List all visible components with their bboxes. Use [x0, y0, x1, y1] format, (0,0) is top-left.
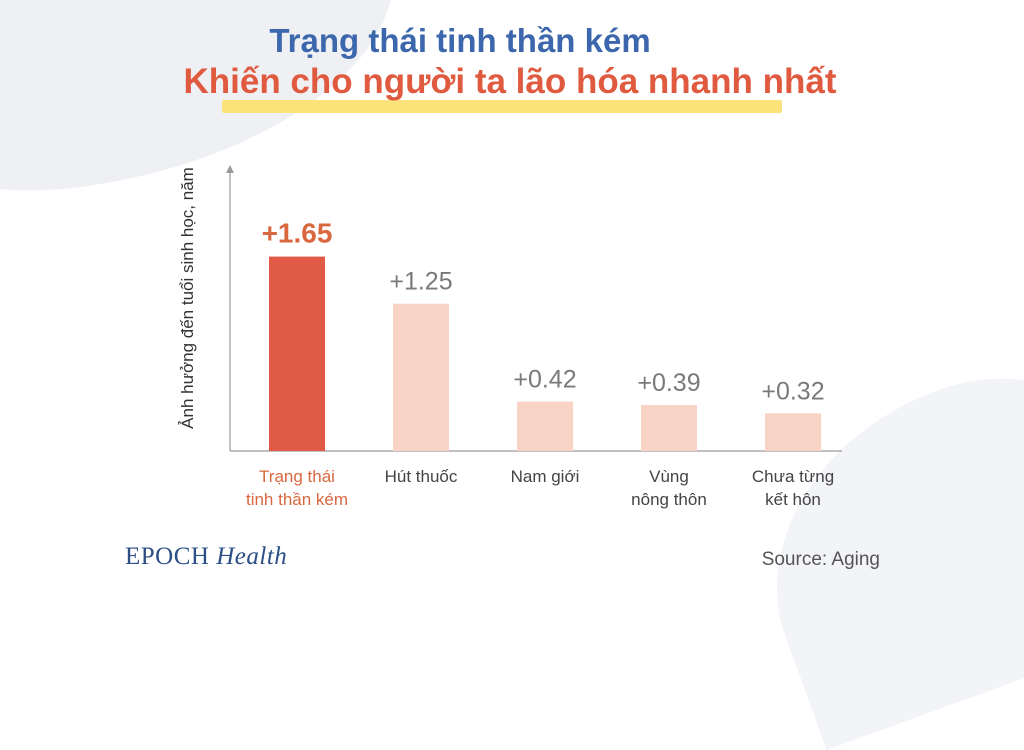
bar-0 [269, 256, 325, 451]
bar-value-label-4: +0.32 [761, 377, 824, 405]
bar-3 [641, 405, 697, 451]
bar-value-label-0: +1.65 [262, 218, 333, 249]
chart-title: Trạng thái tinh thần kém [269, 22, 651, 59]
category-label-3: Vùng nông thôn [631, 467, 707, 509]
bar-value-label-3: +0.39 [637, 369, 700, 397]
category-label-4: Chưa từng kết hôn [751, 467, 835, 509]
bar-1 [393, 303, 449, 451]
category-label-2: Nam giới [510, 467, 580, 486]
chart-subtitle: Khiến cho người ta lão hóa nhanh nhất [183, 62, 837, 101]
bar-chart: +1.65 +1.25 +0.42 +0.39 +0.32 [226, 165, 842, 452]
bar-value-label-2: +0.42 [513, 366, 576, 394]
bar-value-label-1: +1.25 [389, 268, 452, 296]
bar-2 [517, 401, 573, 451]
bar-4 [765, 413, 821, 451]
brand-logo: EPOCH Health [125, 543, 287, 571]
brand-part1: EPOCH [125, 543, 210, 570]
brand-part2: Health [216, 543, 288, 570]
source-note: Source: Aging [761, 549, 880, 570]
category-label-0: Trạng thái tinh thần kém [245, 467, 349, 509]
title-highlight [222, 100, 782, 113]
category-label-1: Hút thuốc [384, 467, 458, 486]
y-axis-arrow [226, 165, 234, 173]
